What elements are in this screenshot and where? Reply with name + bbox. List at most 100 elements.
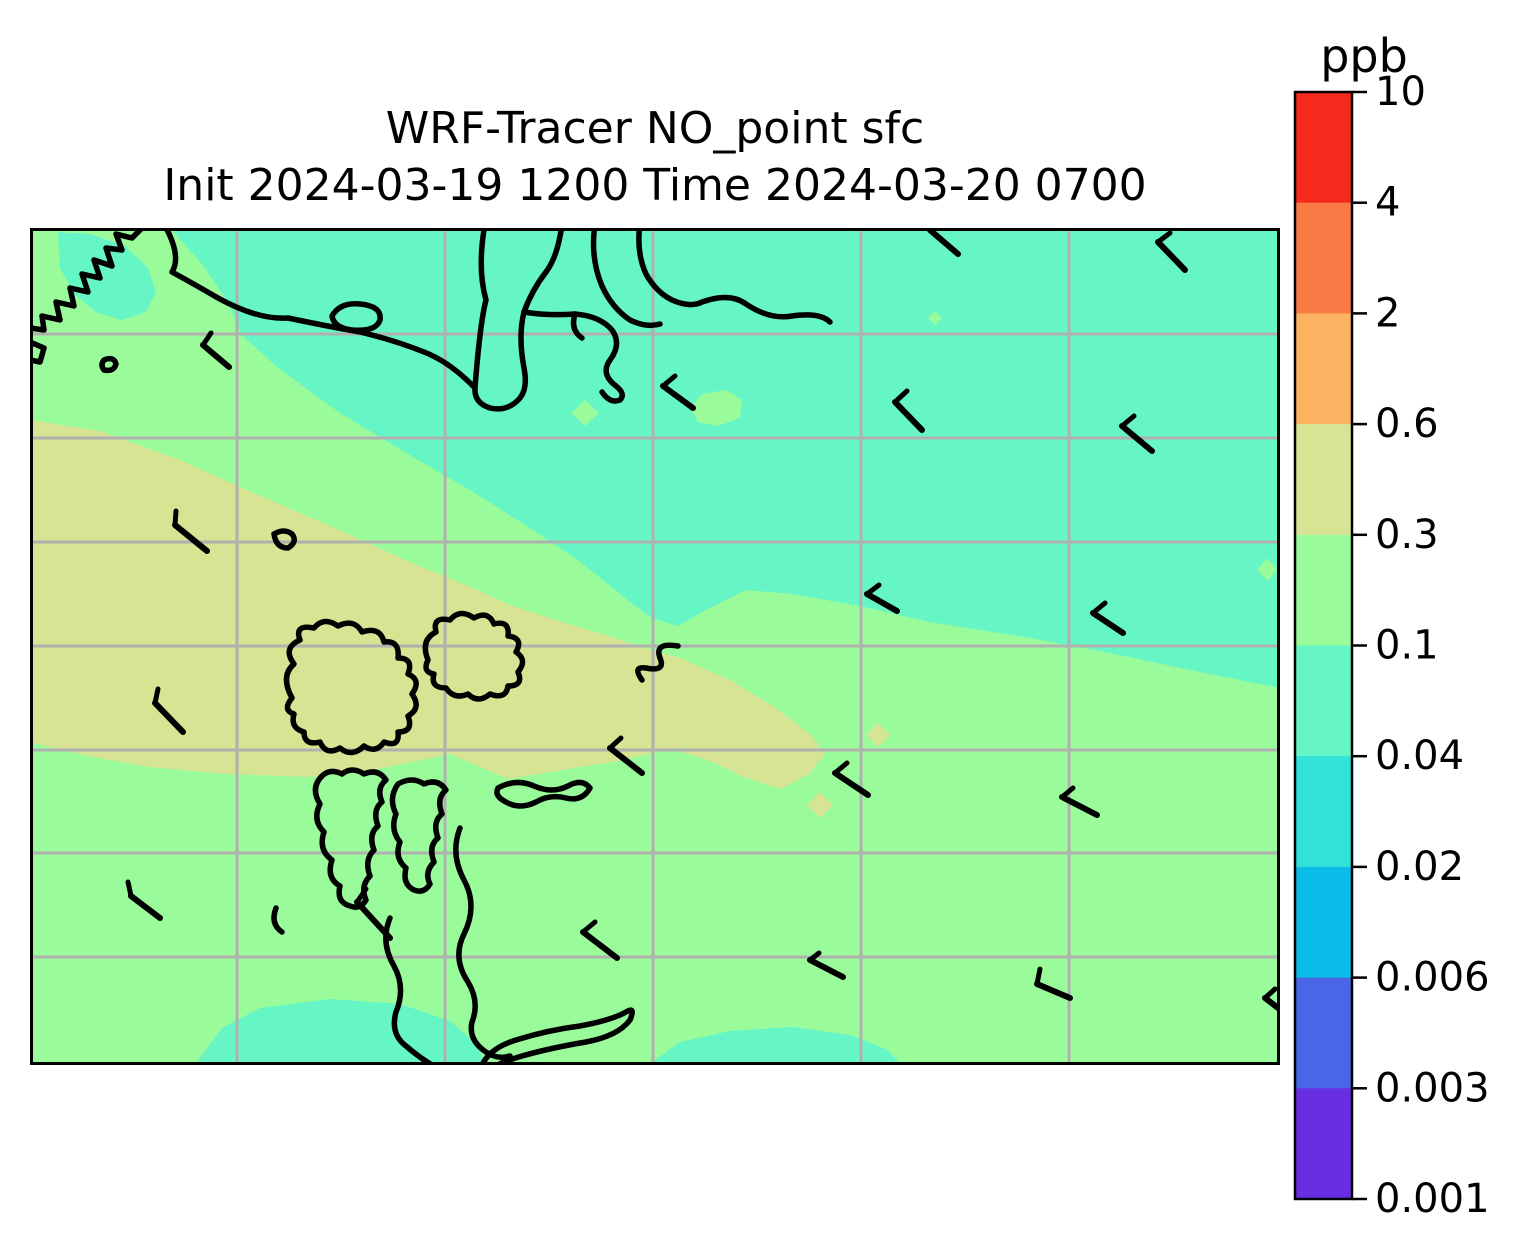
wind-barb-flag	[1262, 986, 1278, 1001]
wind-barb-flag	[864, 582, 882, 597]
wind-barb-flag	[1155, 230, 1173, 245]
contour-region-northeast-low-band	[170, 228, 1280, 688]
wind-barb-flag	[607, 735, 624, 751]
coastline-4	[472, 228, 565, 412]
wind-barb-flag	[892, 388, 910, 405]
coastline-19	[479, 1007, 635, 1065]
coastline-17	[383, 915, 435, 1065]
figure-title-line1: WRF-Tracer NO_point sfc	[385, 103, 925, 154]
wind-barb-staff	[1155, 239, 1188, 273]
wind-barb-16	[1059, 785, 1100, 818]
wind-barb-18	[1262, 986, 1280, 1014]
coastline-2	[162, 228, 478, 391]
wind-barb-9	[1090, 600, 1126, 636]
colorbar-segment-3	[1295, 424, 1352, 536]
figure-title-line2: Init 2024-03-19 1200 Time 2024-03-20 070…	[163, 160, 1147, 212]
wind-barb-flag	[660, 373, 678, 389]
wind-barb-flag	[580, 919, 598, 935]
coastline-10	[271, 528, 297, 551]
colorbar-tick-label-8: 0.006	[1375, 955, 1490, 1001]
wind-barb-staff	[660, 383, 696, 411]
figure-title: WRF-Tracer NO_point sfc Init 2024-03-19 …	[30, 100, 1280, 214]
contour-region-plume-speck-1	[866, 723, 890, 747]
wind-barb-flag	[1059, 785, 1076, 800]
wind-barb-flag	[1034, 966, 1043, 987]
colorbar-tick-label-9: 0.003	[1375, 1065, 1490, 1111]
wind-barb-14	[580, 919, 620, 961]
wind-barb-staff	[1090, 610, 1126, 636]
wind-barb-10	[607, 735, 645, 776]
coastline-14	[312, 767, 389, 910]
wind-barb-2	[200, 330, 232, 370]
wind-barb-flag	[172, 508, 179, 528]
wind-barb-5	[1119, 413, 1155, 454]
coastline-7	[590, 228, 663, 329]
wind-barb-staff	[1119, 423, 1155, 454]
wind-barb-staff	[807, 957, 846, 980]
wind-barb-flag	[354, 886, 369, 905]
colorbar-tick-label-5: 0.1	[1375, 623, 1439, 669]
colorbar-tick-label-3: 0.6	[1375, 401, 1439, 447]
wind-barb-flag	[125, 879, 134, 899]
wind-barb-11	[832, 760, 871, 798]
coastline-20	[271, 905, 285, 935]
wind-barb-staff	[580, 929, 620, 961]
wind-barb-staff	[1262, 995, 1280, 1014]
wind-barb-staff	[832, 770, 871, 798]
wind-barb-17	[1034, 966, 1073, 1001]
wind-barb-staff	[1034, 981, 1073, 1001]
contour-region-northwest-patch	[58, 232, 156, 320]
wind-barb-8	[864, 582, 900, 614]
wind-barb-12	[125, 879, 163, 921]
colorbar-segment-0	[1295, 92, 1352, 204]
colorbar-segment-6	[1295, 756, 1352, 868]
contour-region-plume-speck-2	[807, 792, 833, 818]
wind-barb-staff	[172, 522, 210, 554]
wind-barb-staff	[354, 899, 393, 941]
wind-barb-flag	[807, 950, 822, 963]
colorbar-tick-label-4: 0.3	[1375, 512, 1439, 558]
wind-barb-flag	[200, 330, 214, 348]
wind-barb-flag	[152, 686, 161, 706]
colorbar-segment-2	[1295, 313, 1352, 425]
coastline-15	[389, 777, 449, 894]
wind-barb-15	[807, 950, 846, 980]
coastline-18	[453, 825, 513, 1061]
wind-barb-staff	[200, 342, 232, 370]
colorbar-segment-1	[1295, 202, 1352, 314]
coastline-0	[30, 228, 146, 333]
coastline-11	[283, 618, 419, 756]
tracer-concentration-map	[30, 228, 1280, 1065]
coastline-16	[494, 779, 593, 809]
wind-barb-staff	[607, 745, 645, 776]
colorbar-segment-8	[1295, 977, 1352, 1089]
colorbar-tick-label-7: 0.02	[1375, 844, 1464, 890]
coastline-13	[635, 642, 681, 683]
wind-barb-flag	[832, 760, 850, 776]
wind-barb-flag	[1119, 413, 1137, 429]
colorbar-tick-label-1: 4	[1375, 180, 1400, 226]
coastline-12	[422, 610, 526, 702]
wind-barb-1	[1155, 230, 1188, 273]
wind-barb-staff	[128, 893, 163, 921]
contour-region-green-speck-3	[928, 311, 942, 325]
contour-region-green-speck-2	[690, 390, 742, 426]
contour-region-south-patch-east	[648, 1027, 902, 1065]
wind-barb-staff	[892, 399, 925, 433]
colorbar-units-label: ppb	[1320, 29, 1408, 83]
colorbar: ppb 10 4 2 0.6 0.3 0.1 0.04 0.02 0.006 0.003 0.001	[1293, 29, 1490, 1222]
colorbar-tick-label-0: 10	[1375, 69, 1426, 115]
wind-barb-7	[152, 686, 186, 735]
coastline-6	[570, 311, 585, 341]
wind-barb-staff	[864, 591, 900, 614]
colorbar-segment-5	[1295, 645, 1352, 757]
colorbar-tick-label-2: 2	[1375, 290, 1400, 336]
colorbar-tick-label-6: 0.04	[1375, 733, 1464, 779]
coastline-1	[30, 339, 47, 365]
colorbar-segment-4	[1295, 534, 1352, 647]
coastline-3	[329, 301, 383, 334]
colorbar-segment-7	[1295, 866, 1352, 979]
coastline-9	[99, 355, 119, 374]
colorbar-tick-label-10: 0.001	[1375, 1176, 1490, 1222]
